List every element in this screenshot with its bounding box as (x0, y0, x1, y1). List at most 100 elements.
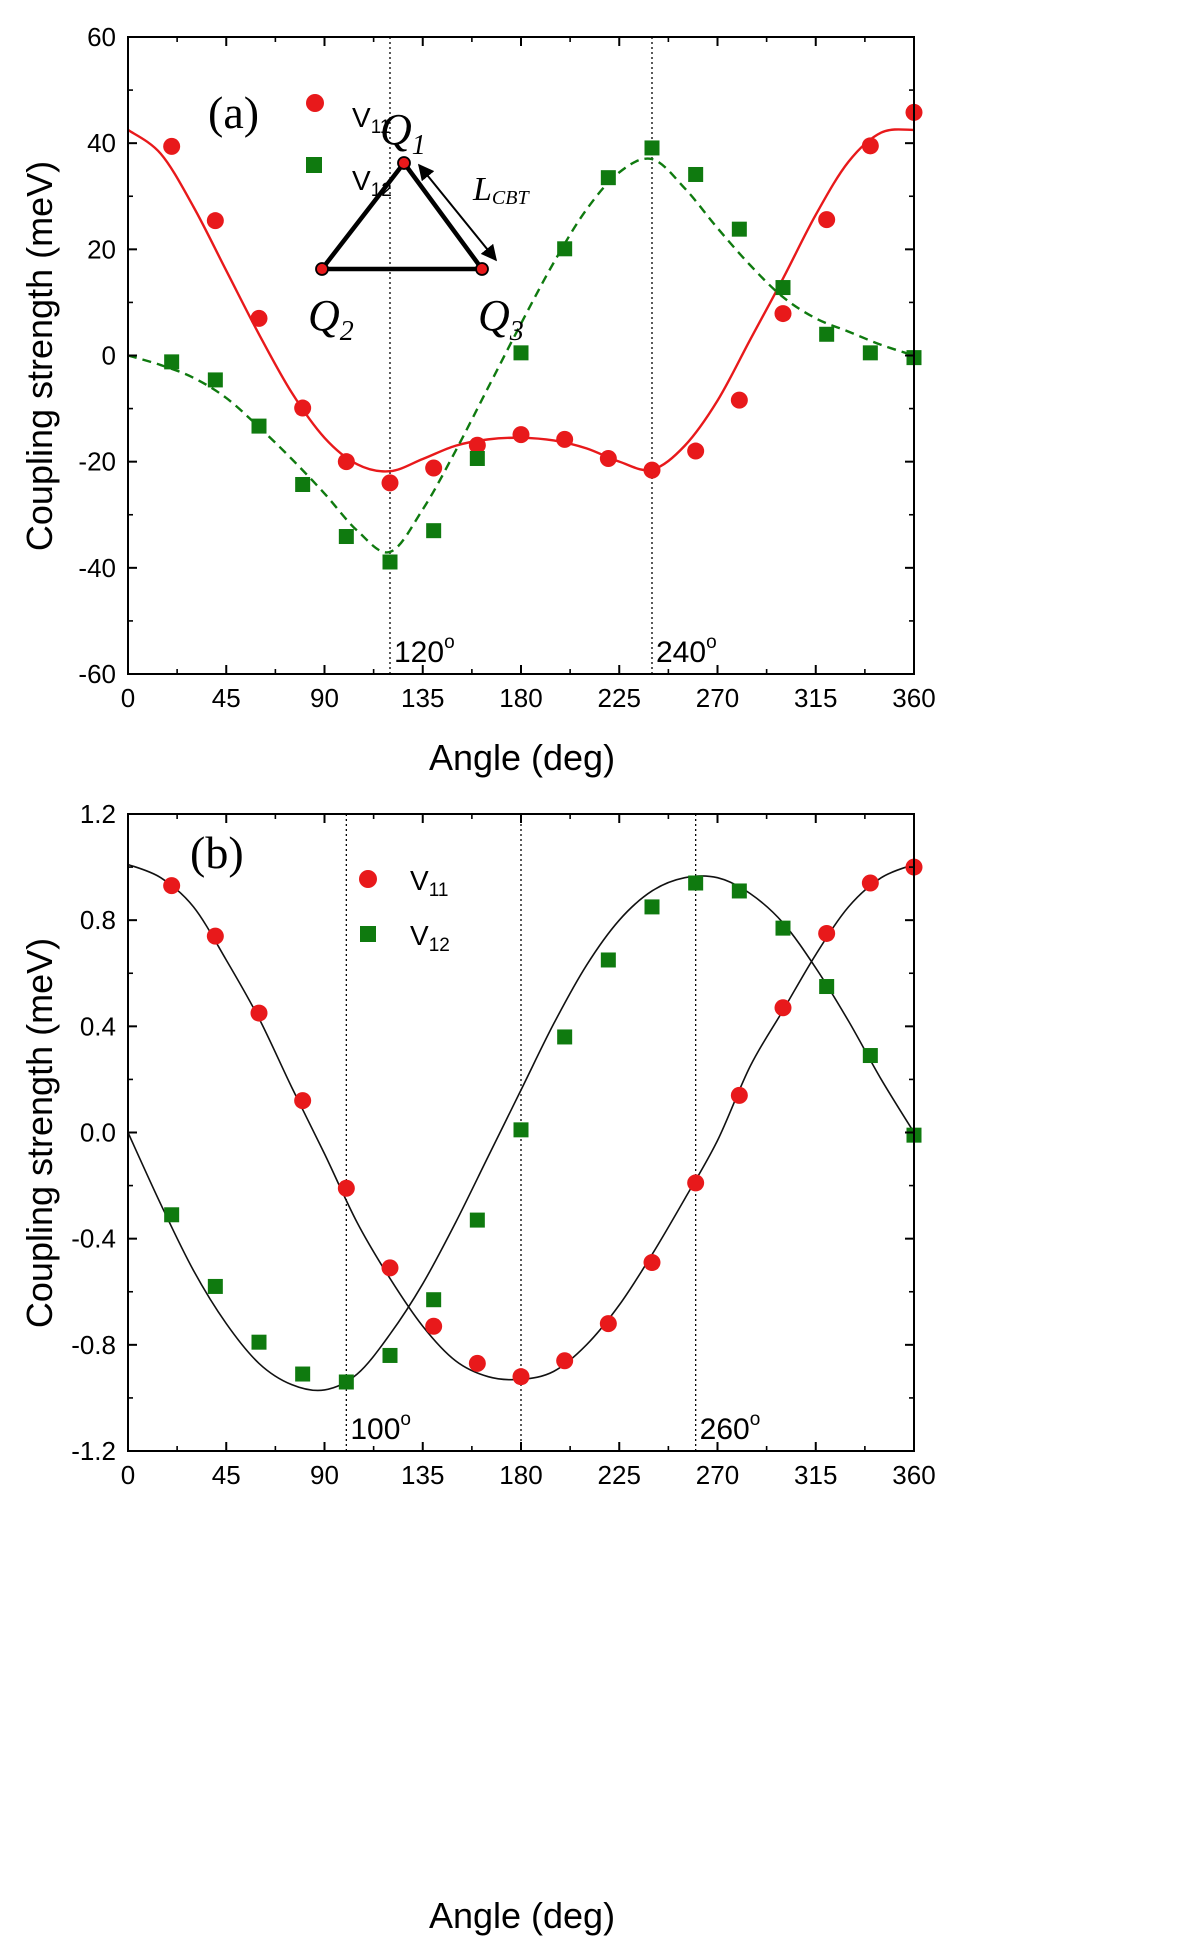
data-point-v12 (644, 899, 660, 915)
data-point-v12 (251, 418, 267, 434)
data-point-v11 (556, 430, 574, 448)
data-point-v12 (426, 1292, 442, 1308)
x-tick-label: 270 (696, 683, 739, 713)
data-point-v12 (600, 952, 616, 968)
panel-b-y-axis-title: Coupling strength (meV) (19, 938, 60, 1328)
data-point-v12 (862, 345, 878, 361)
panel-b-legend: V11 V12 (359, 865, 450, 956)
data-point-v11 (818, 924, 836, 942)
panel-b-x-axis-title: Angle (deg) (429, 1895, 615, 1936)
panel-b-data-points (163, 858, 923, 1390)
panel-a-data-points (163, 103, 923, 570)
data-point-v11 (643, 1254, 661, 1272)
vertex-q1-label: Q1 (380, 105, 426, 161)
y-tick-label: 0.0 (80, 1118, 116, 1148)
length-arrow (417, 163, 498, 262)
y-tick-label: 1.2 (80, 799, 116, 829)
data-point-v11 (163, 137, 181, 155)
x-tick-label: 135 (401, 1460, 444, 1490)
x-tick-label: 360 (892, 683, 935, 713)
data-point-v11 (250, 309, 268, 327)
legend-marker-v11 (306, 94, 324, 112)
data-point-v11 (774, 305, 792, 323)
panel-a-label: (a) (208, 87, 259, 138)
data-point-v12 (295, 476, 311, 492)
data-point-v11 (294, 1092, 312, 1110)
y-tick-label: 20 (87, 234, 116, 264)
vertex-q2-dot (315, 262, 329, 276)
data-point-v11 (730, 1086, 748, 1104)
data-point-v12 (382, 1347, 398, 1363)
x-tick-label: 225 (598, 1460, 641, 1490)
x-tick-label: 270 (696, 1460, 739, 1490)
x-tick-label: 315 (794, 1460, 837, 1490)
y-tick-label: 0 (102, 341, 116, 371)
data-point-v12 (251, 1334, 267, 1350)
data-point-v12 (819, 979, 835, 995)
reference-line-label: 240o (656, 632, 717, 669)
data-point-v11 (556, 1352, 574, 1370)
data-point-v12 (207, 372, 223, 388)
triangle-inset: Q1 Q2 Q3 LCBT (308, 105, 530, 347)
data-point-v11 (687, 442, 705, 460)
data-point-v12 (338, 529, 354, 545)
data-point-v11 (599, 1315, 617, 1333)
data-point-v12 (688, 875, 704, 891)
data-point-v11 (730, 391, 748, 409)
y-tick-label: -1.2 (71, 1436, 116, 1466)
data-point-v12 (557, 1029, 573, 1045)
data-point-v11 (468, 436, 486, 454)
data-point-v11 (687, 1174, 705, 1192)
legend-marker-v12 (306, 157, 322, 173)
data-point-v12 (295, 1366, 311, 1382)
panel-b-label: (b) (190, 827, 244, 878)
data-point-v11 (337, 1179, 355, 1197)
data-point-v12 (862, 1048, 878, 1064)
data-point-v12 (338, 1374, 354, 1390)
data-point-v12 (207, 1278, 223, 1294)
data-point-v11 (381, 1259, 399, 1277)
panel-a-x-axis-title: Angle (deg) (429, 737, 615, 778)
data-point-v12 (469, 450, 485, 466)
data-point-v12 (469, 1212, 485, 1228)
x-tick-label: 360 (892, 1460, 935, 1490)
y-tick-label: 0.4 (80, 1011, 116, 1041)
data-point-v11 (861, 137, 879, 155)
data-point-v12 (600, 170, 616, 186)
data-point-v12 (164, 1207, 180, 1223)
data-point-v12 (164, 354, 180, 370)
reference-line-label: 120o (394, 632, 455, 669)
x-tick-label: 315 (794, 683, 837, 713)
vertex-q3-label: Q3 (478, 291, 524, 347)
x-tick-label: 90 (310, 1460, 339, 1490)
panel-a-y-axis-title: Coupling strength (meV) (19, 161, 60, 551)
data-point-v11 (206, 927, 224, 945)
x-tick-label: 135 (401, 683, 444, 713)
data-point-v12 (513, 345, 529, 361)
panel-b-chart: 100o 260o 0 45 90 135 180 225 270 315 360 -1.2 -0.8… (19, 799, 936, 1936)
x-tick-label: 180 (499, 683, 542, 713)
data-point-v12 (513, 1122, 529, 1138)
data-point-v12 (382, 554, 398, 570)
data-point-v11 (512, 426, 530, 444)
data-point-v11 (774, 999, 792, 1017)
legend-label-v12: V12 (410, 920, 450, 956)
data-point-v11 (643, 461, 661, 479)
x-tick-label: 45 (212, 683, 241, 713)
length-label: LCBT (472, 171, 530, 209)
x-tick-label: 90 (310, 683, 339, 713)
reference-line-label: 100o (350, 1409, 411, 1446)
vertex-q3-dot (475, 262, 489, 276)
data-point-v11 (599, 449, 617, 467)
y-tick-label: 40 (87, 128, 116, 158)
x-tick-label: 45 (212, 1460, 241, 1490)
data-point-v11 (861, 874, 879, 892)
x-tick-label: 225 (598, 683, 641, 713)
panel-a-chart: 120o 240o 0 45 90 135 180 225 270 315 360 -60 -40 -2… (19, 22, 936, 778)
panel-a-ticks: 0 45 90 135 180 225 270 315 360 -60 -40 -20 0 20 40 60 (78, 22, 935, 713)
y-tick-label: 60 (87, 22, 116, 52)
y-tick-label: -0.4 (71, 1224, 116, 1254)
data-point-v11 (163, 877, 181, 895)
panel-a-reference-lines: 120o 240o (389, 37, 717, 674)
